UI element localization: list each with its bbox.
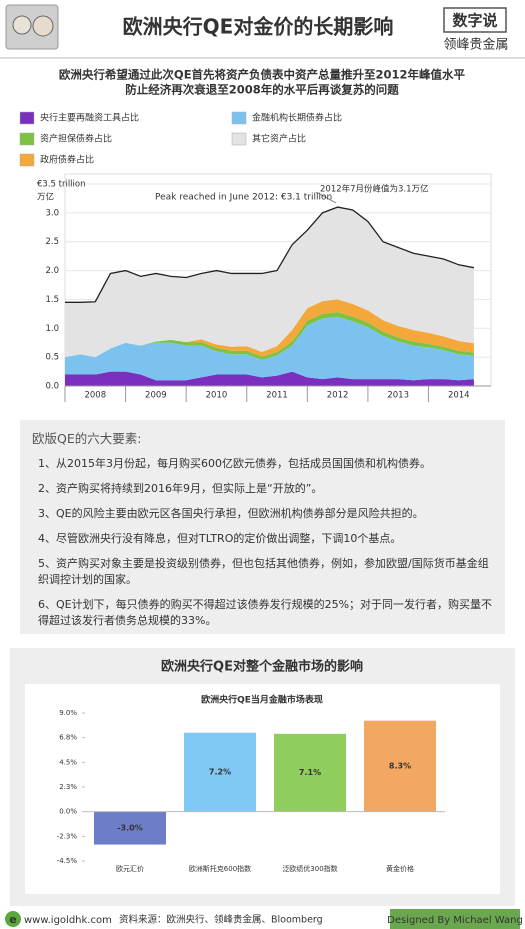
factor-item: 5、资产购买对象主要是投资级别债券，但也包括其他债券，例如，参加欧盟/国际货币基… xyxy=(38,557,489,586)
logo xyxy=(5,911,21,927)
factor-item: 2、资产购买将持续到2016年9月，但实际上是“开放的”。 xyxy=(38,482,323,495)
footer-designer: Designed By Michael Wang xyxy=(387,915,523,926)
legend-label: 金融机构长期债券占比 xyxy=(252,112,342,124)
factor-item: 6、QE计划下，每只债券的购买不得超过该债券发行规模的25%；对于同一发行者，购… xyxy=(38,598,493,627)
legend-swatch xyxy=(231,132,247,146)
bar xyxy=(274,733,346,812)
bar xyxy=(364,720,436,812)
bar xyxy=(94,811,166,845)
illustration-face xyxy=(32,15,54,37)
factors-title: 欧版QE的六大要素: xyxy=(32,431,142,446)
y-tick-label: €3.5 trillion xyxy=(37,180,86,190)
footer-url: www.igoldhk.com xyxy=(24,915,112,926)
illustration-face xyxy=(12,15,32,35)
annotation: 2012年7月份峰值为3.1万亿 xyxy=(320,184,429,195)
chart-subtitle: 欧洲央行QE当月金融市场表现 xyxy=(201,694,323,706)
x-tick-label: 2009 xyxy=(145,391,167,401)
y-tick-label: 2.5 xyxy=(45,237,59,247)
area xyxy=(65,371,474,386)
x-tick-label: 欧洲斯托克600指数 xyxy=(189,864,251,873)
legend-swatch xyxy=(231,111,247,125)
y-tick-label: 0.5 xyxy=(45,353,59,363)
factor-item: 1、从2015年3月份起，每月购买600亿欧元债券，包括成员国国债和机构债券。 xyxy=(38,457,431,470)
bar xyxy=(184,732,256,812)
legend-label: 资产担保债券占比 xyxy=(40,133,112,145)
value-label: 8.3% xyxy=(389,762,411,771)
area xyxy=(65,207,474,358)
y-tick-label: 0.0 xyxy=(45,382,59,392)
x-tick-label: 2008 xyxy=(84,391,106,401)
legend-label: 央行主要再融资工具占比 xyxy=(40,112,139,124)
x-tick-label: 泛欧绩优300指数 xyxy=(282,864,337,873)
total-line xyxy=(65,206,475,303)
y-tick-label: 4.5% xyxy=(59,758,77,766)
legend-swatch xyxy=(19,111,35,125)
value-label: 7.1% xyxy=(299,768,321,777)
legend-swatch xyxy=(19,153,35,167)
x-tick-label: 2013 xyxy=(387,391,409,401)
area xyxy=(65,299,474,358)
chart-title: 欧洲央行QE对整个金融市场的影响 xyxy=(161,659,363,675)
logo-letter: e xyxy=(9,913,16,926)
x-tick-label: 2012 xyxy=(327,391,349,401)
page-title: 欧洲央行QE对金价的长期影响 xyxy=(123,15,394,39)
y-tick-label: 9.0% xyxy=(59,709,77,717)
annotation-leader xyxy=(315,191,337,204)
designer-box xyxy=(390,909,520,929)
legend-label: 其它资产占比 xyxy=(252,133,306,145)
y-tick-label: 0.0% xyxy=(59,808,77,816)
y-tick-label: 3.0 xyxy=(45,208,59,218)
legend-label: 政府债券占比 xyxy=(40,154,94,166)
company: 领峰贵金属 xyxy=(443,37,508,53)
brand: 数字说 xyxy=(452,12,497,30)
y-tick-label: -2.3% xyxy=(57,832,78,840)
factor-item: 4、尽管欧洲央行没有降息，但对TLTRO的定价做出调整，下调10个基点。 xyxy=(38,532,402,545)
x-tick-label: 2010 xyxy=(206,391,228,401)
value-label: 7.2% xyxy=(209,768,231,777)
y-tick-label: 6.8% xyxy=(59,734,77,742)
y-tick-label: 2.3% xyxy=(59,783,77,791)
x-tick-label: 黄金价格 xyxy=(386,864,414,873)
value-label: -3.0% xyxy=(117,824,143,833)
y-tick-label: 2.0 xyxy=(45,266,59,276)
y-tick-label: 1.0 xyxy=(45,324,59,334)
area xyxy=(65,312,474,361)
intro-line: 欧洲央行希望通过此次QE首先将资产负债表中资产总量推升至2012年峰值水平 xyxy=(59,68,466,82)
x-tick-label: 欧元汇价 xyxy=(116,864,144,873)
intro-line: 防止经济再次衰退至2008年的水平后再谈复苏的问题 xyxy=(125,83,399,97)
area xyxy=(65,316,474,381)
x-tick-label: 2011 xyxy=(266,391,288,401)
factors-panel: 欧版QE的六大要素: 1、从2015年3月份起，每月购买600亿欧元债券，包括成… xyxy=(20,420,505,634)
legend-swatch xyxy=(19,132,35,146)
factor-item: 3、QE的风险主要由欧元区各国央行承担，但欧洲机构债券部分是风险共担的。 xyxy=(38,507,424,520)
y-tick-label: -4.5% xyxy=(57,857,78,865)
footer-source: 资料来源：欧洲央行、领峰贵金属、Bloomberg xyxy=(119,914,323,926)
x-tick-label: 2014 xyxy=(448,391,470,401)
annotation: Peak reached in June 2012: €3.1 trillion xyxy=(155,193,332,203)
y-unit: 万亿 xyxy=(37,192,54,203)
brand-box xyxy=(443,7,507,33)
y-tick-label: 1.5 xyxy=(45,295,59,305)
